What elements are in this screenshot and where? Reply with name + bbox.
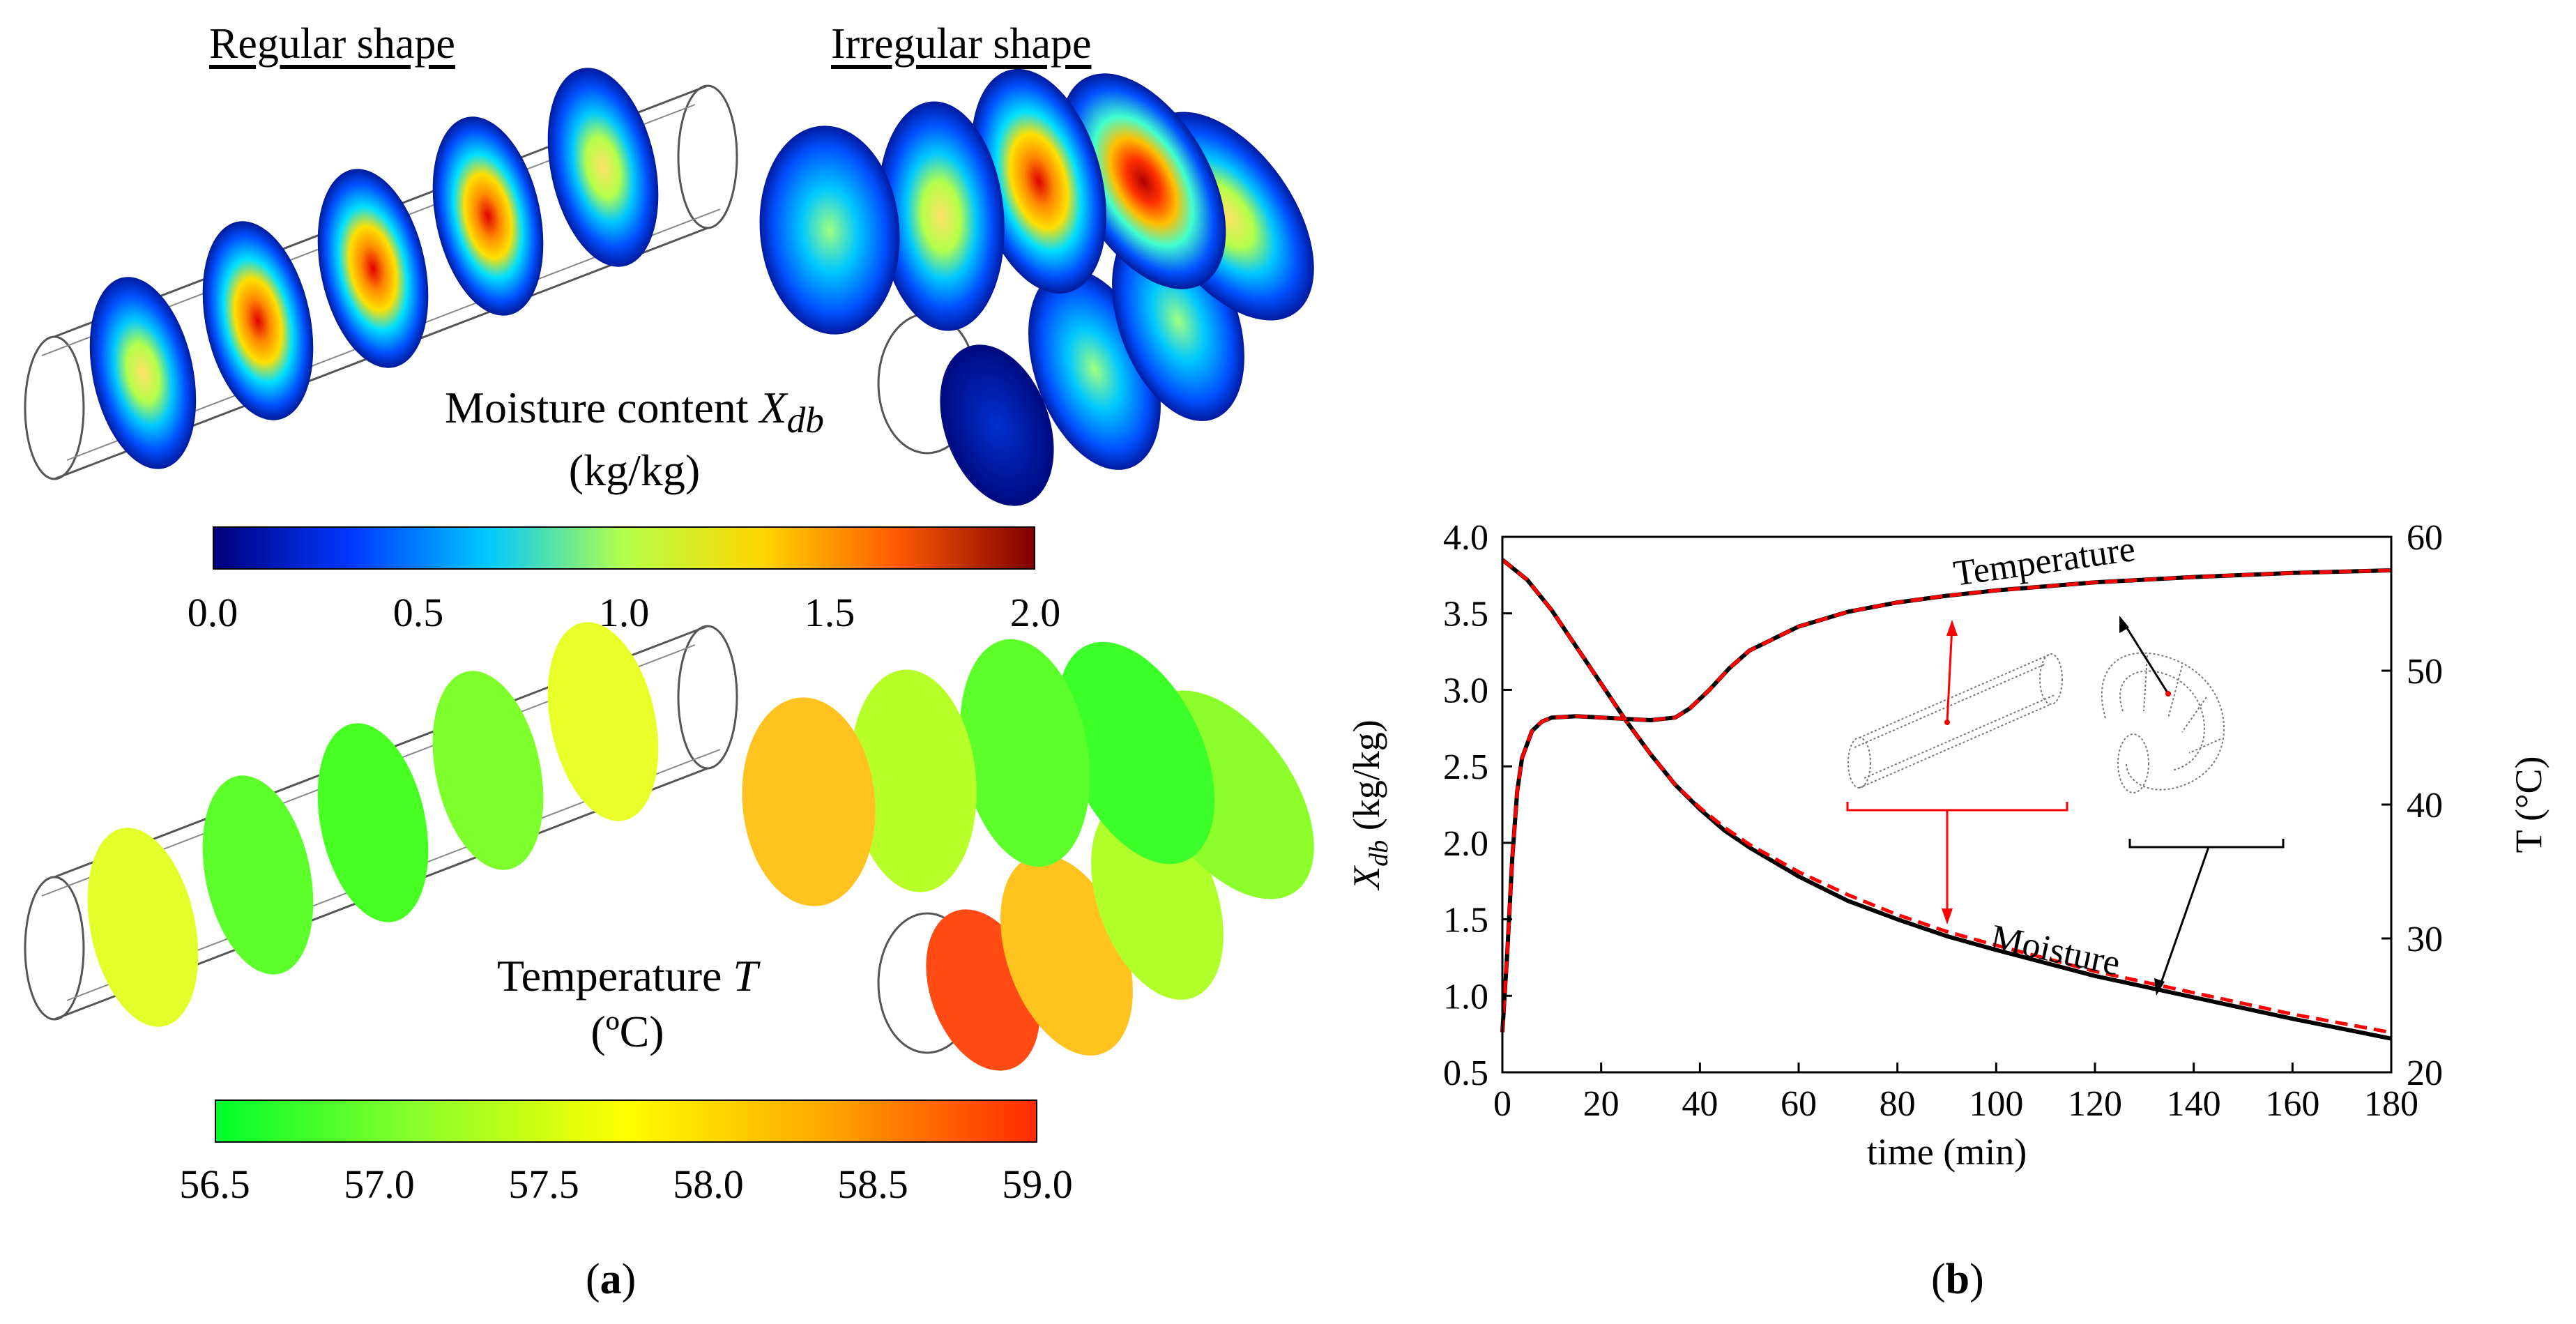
y2-tick-label: 50 — [2407, 652, 2443, 692]
y-tick-label: 1.0 — [1443, 977, 1488, 1017]
y2-tick-label: 40 — [2407, 786, 2443, 825]
panel-b-caption-letter: b — [1945, 1256, 1970, 1303]
moisture_scale-tick-label: 1.5 — [804, 590, 855, 635]
irregular-temperature-slices — [742, 639, 1314, 1071]
torus-bracket-arrowhead — [2154, 978, 2165, 996]
y2-tick-label: 60 — [2407, 518, 2443, 558]
panel-a-caption-close: ) — [621, 1256, 637, 1303]
series-line-0 — [1501, 558, 2392, 1041]
header-irregular-shape: Irregular shape — [831, 20, 1092, 68]
panel-a-caption: (a) — [586, 1255, 636, 1304]
y2-tick-label: 30 — [2407, 920, 2443, 959]
x-tick-label: 0 — [1493, 1084, 1511, 1124]
cylinder-bracket-arrowhead — [1942, 908, 1953, 924]
moisture_scale-tick-label: 1.0 — [598, 590, 650, 635]
torus-probe-point — [2165, 691, 2171, 697]
x-axis-label: time (min) — [1867, 1131, 2027, 1173]
temperature-colorbar — [215, 1099, 1037, 1143]
temperature-scale-label: Temperature T (ºC) — [383, 948, 871, 1060]
y2-axis-label: T (°C) — [2508, 756, 2550, 853]
temperature-annotation: Temperature — [1951, 529, 2137, 594]
y-axis-label-unit: (kg/kg) — [1346, 720, 1387, 839]
geometry-insets — [1846, 616, 2285, 996]
y-axis-label-sub: db — [1364, 840, 1394, 867]
moisture-colorbar — [213, 526, 1035, 570]
temperature-colorbar-ticks: 56.5 57.0 57.5 58.0 58.5 59.0 — [179, 1161, 1073, 1217]
regular-temperature-slices — [87, 622, 659, 1027]
series-line-3 — [1500, 568, 2392, 1033]
x-tick-label: 180 — [2364, 1084, 2418, 1124]
cylinder-point-arrow — [1946, 626, 1953, 723]
series-line-1 — [1501, 558, 2392, 1035]
x-tick-label: 60 — [1781, 1084, 1817, 1124]
temperature_scale-tick-label: 57.5 — [508, 1162, 579, 1207]
torus-bracket-arrow — [2158, 846, 2210, 987]
x-tick-label: 40 — [1682, 1084, 1718, 1124]
temperature-scale-unit: (ºC) — [590, 1007, 664, 1056]
y-axis-label: Xdb (kg/kg) — [1346, 720, 1394, 890]
x-tick-label: 80 — [1880, 1084, 1916, 1124]
y-axis-label-var: X — [1346, 865, 1387, 891]
y2-tick-label: 20 — [2407, 1053, 2443, 1093]
moisture-scale-unit: (kg/kg) — [568, 446, 701, 496]
moisture_scale-tick-label: 0.0 — [187, 590, 238, 635]
moisture-scale-label-sub: db — [786, 398, 824, 441]
moisture-scale-label: Moisture content Xdb (kg/kg) — [356, 380, 913, 499]
torus-bracket — [2128, 839, 2285, 849]
x-tick-label: 100 — [1969, 1084, 2023, 1124]
panel-a-caption-letter: a — [600, 1256, 622, 1303]
temperature_scale-tick-label: 58.0 — [673, 1162, 744, 1207]
panel-b-caption-open: ( — [1931, 1256, 1946, 1303]
torus-point-arrowhead — [2119, 616, 2129, 633]
cylinder-point-arrowhead — [1946, 620, 1958, 636]
cylinder-bracket — [1846, 802, 2068, 812]
moisture_scale-tick-label: 0.5 — [393, 590, 444, 635]
series-line-2 — [1500, 568, 2392, 1033]
moisture-colorbar-ticks: 0.0 0.5 1.0 1.5 2.0 — [188, 589, 1061, 645]
y-tick-label: 0.5 — [1443, 1053, 1488, 1093]
temperature_scale-tick-label: 59.0 — [1002, 1162, 1073, 1207]
plot-frame — [1501, 535, 2393, 1074]
temperature_scale-tick-label: 57.0 — [344, 1162, 415, 1207]
header-regular-shape: Regular shape — [209, 20, 455, 68]
y-tick-label: 2.5 — [1443, 747, 1488, 787]
temperature_scale-tick-label: 58.5 — [837, 1162, 908, 1207]
x-tick-label: 160 — [2265, 1084, 2319, 1124]
y-tick-label: 2.0 — [1443, 824, 1488, 864]
x-tick-label: 120 — [2068, 1084, 2122, 1124]
x-tick-label: 140 — [2167, 1084, 2221, 1124]
irregular-moisture-slices — [759, 68, 1314, 506]
temperature-scale-label-var: T — [733, 951, 759, 1000]
moisture-scale-label-var: X — [759, 383, 787, 432]
torus-inset — [2101, 652, 2225, 793]
panel-a-caption-open: ( — [586, 1256, 600, 1303]
drying-curve-chart: 0 20 40 60 80 100 120 140 160 180 0.5 1.0 1.5 2.0 2.5 3… — [1346, 518, 2550, 1173]
moisture_scale-tick-label: 2.0 — [1009, 590, 1061, 635]
y-tick-label: 3.5 — [1443, 595, 1488, 634]
regular-moisture-slices — [89, 68, 659, 469]
y-tick-label: 1.5 — [1443, 901, 1488, 941]
cylinder-inset — [1847, 653, 2063, 789]
y-tick-label: 3.0 — [1443, 671, 1488, 710]
moisture-annotation: Moisture — [1988, 918, 2124, 984]
panel-b-caption: (b) — [1931, 1255, 1984, 1304]
simulation-illustration — [24, 68, 1314, 1071]
x-tick-label: 20 — [1583, 1084, 1619, 1124]
torus-point-arrow — [2122, 622, 2170, 694]
temperature-scale-label-prefix: Temperature — [496, 951, 733, 1000]
temperature_scale-tick-label: 56.5 — [179, 1162, 250, 1207]
panel-b-caption-close: ) — [1969, 1256, 1984, 1303]
y-tick-label: 4.0 — [1443, 518, 1488, 558]
moisture-scale-label-prefix: Moisture content — [445, 383, 760, 432]
cylinder-probe-point — [1944, 720, 1950, 725]
